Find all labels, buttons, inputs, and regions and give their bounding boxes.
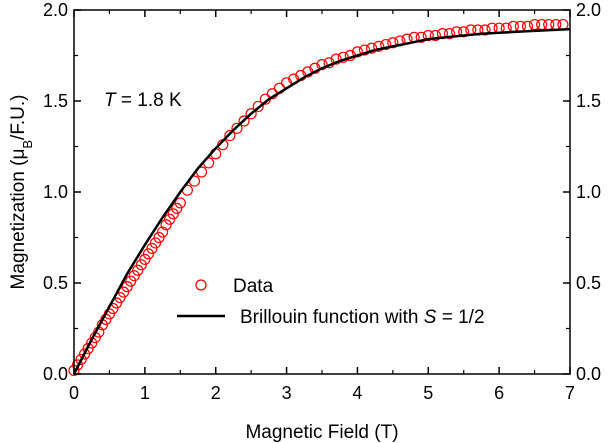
legend: Data Brillouin function with S = 1/2 — [177, 276, 485, 328]
data-point — [164, 213, 176, 225]
data-point — [443, 28, 456, 40]
x-tick-label: 3 — [282, 383, 292, 403]
data-point — [128, 270, 140, 282]
data-point — [429, 29, 441, 42]
data-point — [238, 115, 250, 127]
right-y-tick-label: 0.0 — [576, 364, 601, 384]
data-point — [458, 26, 470, 38]
data-point — [71, 359, 84, 371]
temperature-symbol: T — [104, 90, 117, 111]
x-tick-label: 2 — [211, 383, 221, 403]
legend-fit-prefix: Brillouin function with — [240, 307, 424, 328]
right-y-tick-label: 1.5 — [576, 91, 601, 111]
data-point — [380, 38, 392, 51]
y-axis-label-tail: /F.U.) — [8, 95, 29, 140]
data-point — [156, 226, 169, 238]
x-tick-label: 6 — [494, 383, 504, 403]
right-y-tick-label: 1.0 — [576, 182, 601, 202]
data-point — [174, 197, 186, 209]
data-point — [358, 44, 371, 56]
data-point — [160, 219, 172, 231]
data-point — [224, 129, 236, 142]
y-tick-label: 1.5 — [43, 91, 68, 111]
x-tick-label: 4 — [352, 383, 362, 403]
legend-fit-symbol: S — [424, 307, 437, 328]
y-tick-label: 0.5 — [43, 273, 68, 293]
x-axis-label: Magnetic Field (T) — [245, 422, 398, 443]
temperature-annotation: T = 1.8 K — [104, 90, 182, 111]
data-point — [415, 31, 427, 43]
data-point — [387, 37, 399, 49]
data-point — [167, 208, 179, 220]
data-point — [245, 108, 257, 120]
data-point — [528, 18, 541, 31]
legend-fit-suffix: = 1/2 — [436, 307, 484, 328]
legend-fit-label: Brillouin function with S = 1/2 — [240, 307, 485, 328]
y-tick-label: 2.0 — [43, 0, 68, 20]
brillouin-fit-line — [72, 27, 571, 375]
plot-area — [68, 18, 571, 376]
y-axis-label: Magnetization (μB/F.U.) — [8, 95, 35, 290]
data-point — [75, 353, 87, 366]
data-point — [422, 29, 434, 42]
temperature-value: = 1.8 K — [116, 90, 182, 111]
data-point — [171, 202, 183, 214]
data-point — [135, 259, 147, 271]
x-tick-label: 7 — [565, 383, 575, 403]
right-y-tick-label: 0.5 — [576, 273, 601, 293]
data-point — [79, 348, 91, 360]
x-tick-label: 1 — [140, 383, 150, 403]
legend-data-marker — [195, 279, 207, 291]
y-axis-label-sub: B — [20, 140, 35, 149]
y-tick-label: 0.0 — [43, 364, 68, 384]
data-point — [125, 275, 137, 287]
data-point — [373, 40, 385, 53]
x-tick-label: 0 — [69, 383, 79, 403]
data-point — [366, 42, 378, 54]
right-y-tick-label: 2.0 — [576, 0, 601, 20]
data-point — [149, 237, 162, 249]
data-point — [231, 122, 243, 134]
data-point — [142, 248, 154, 260]
y-tick-label: 1.0 — [43, 182, 68, 202]
data-point — [351, 46, 364, 58]
axes: 0 1 2 3 4 5 6 70.0 0.00.5 0.51.0 1.01.5 1.52.0 2.0 — [43, 0, 601, 403]
data-point — [479, 24, 491, 36]
data-point — [153, 231, 165, 244]
data-point — [82, 342, 94, 355]
x-tick-label: 5 — [423, 383, 433, 403]
data-point — [132, 264, 144, 276]
data-point — [139, 253, 151, 265]
legend-data-label: Data — [233, 276, 274, 297]
data-point — [121, 281, 133, 293]
data-point — [146, 242, 158, 255]
data-point — [252, 100, 264, 113]
y-axis-label-main: Magnetization (μ — [8, 149, 29, 290]
data-point — [330, 53, 342, 65]
